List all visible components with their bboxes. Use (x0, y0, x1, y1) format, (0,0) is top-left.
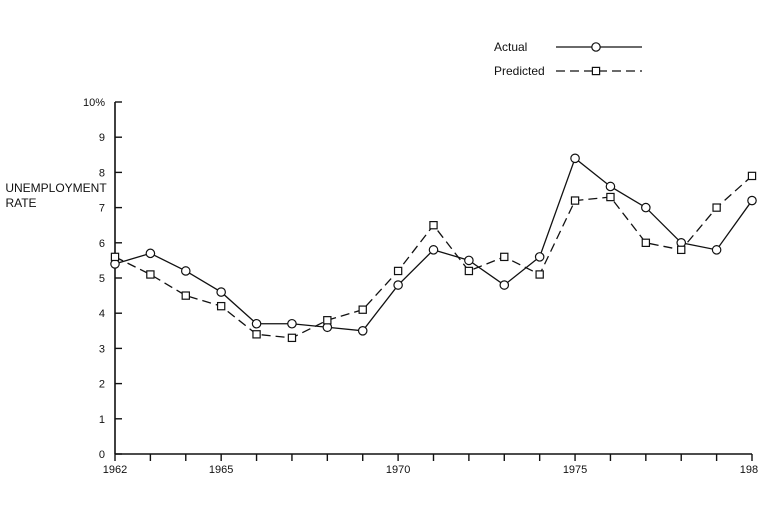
actual-point (464, 255, 474, 266)
predicted-point (606, 192, 615, 202)
legend-marker-predicted (591, 66, 601, 76)
actual-point (216, 287, 226, 297)
actual-point (499, 280, 510, 290)
predicted-point (677, 245, 686, 255)
axes: 0 1 2 3 4 5 6 7 8 9 10% 1962 1965 1970 1975 1980 UNEMP… (5, 97, 758, 476)
predicted-point (393, 266, 403, 276)
predicted-point (110, 252, 120, 262)
y-tick-label: 9 (99, 132, 105, 144)
predicted-line (114, 175, 753, 339)
predicted-point (712, 203, 721, 212)
actual-point (534, 252, 545, 262)
predicted-point (747, 171, 757, 181)
legend-item-predicted: Predicted (494, 64, 642, 78)
x-tick-label: 1975 (563, 464, 587, 476)
predicted-point (464, 266, 474, 276)
predicted-point (570, 196, 580, 205)
legend-label-actual: Actual (494, 40, 527, 54)
predicted-point (323, 316, 332, 325)
actual-series (110, 153, 757, 336)
predicted-point (535, 270, 544, 279)
y-tick-label: 8 (99, 167, 105, 179)
actual-point (605, 181, 616, 192)
legend-label-predicted: Predicted (494, 64, 545, 78)
y-tick-label: 6 (99, 238, 105, 250)
actual-point (145, 248, 156, 259)
legend-item-actual: Actual (494, 40, 642, 54)
legend: Actual Predicted (494, 40, 642, 78)
actual-point (570, 153, 580, 164)
actual-point (393, 280, 403, 290)
predicted-point (287, 333, 297, 343)
actual-point (428, 245, 439, 255)
predicted-point (216, 301, 226, 311)
predicted-point (181, 291, 190, 300)
actual-point (357, 325, 368, 336)
y-tick-label: 1 (99, 414, 105, 426)
y-tick-label: 3 (99, 343, 105, 355)
y-tick-label: 0 (99, 449, 105, 461)
x-tick-label: 1980 (740, 464, 758, 476)
y-tick-label: 4 (99, 308, 105, 320)
y-axis-ticks: 0 1 2 3 4 5 6 7 8 9 10% (83, 97, 122, 461)
legend-marker-actual (591, 42, 601, 52)
predicted-point (641, 238, 651, 247)
series-lines (110, 153, 757, 343)
predicted-point (358, 305, 367, 314)
y-tick-label: 5 (99, 273, 105, 285)
actual-point (287, 318, 297, 329)
x-tick-label: 1962 (103, 464, 127, 476)
y-axis-title-line-1: UNEMPLOYMENT (5, 181, 107, 195)
predicted-point (146, 270, 155, 279)
y-tick-label: 10% (83, 97, 105, 109)
predicted-point (500, 252, 509, 262)
x-axis-ticks: 1962 1965 1970 1975 1980 (103, 454, 758, 476)
x-tick-label: 1970 (386, 464, 410, 476)
actual-point (180, 266, 191, 276)
y-axis-title-line-2: RATE (5, 196, 36, 210)
actual-point (641, 202, 651, 213)
actual-point (711, 245, 722, 255)
actual-point (251, 318, 262, 329)
predicted-point (429, 221, 438, 230)
predicted-point (252, 330, 261, 339)
predicted-series (110, 171, 757, 343)
x-tick-label: 1965 (209, 464, 233, 476)
actual-point (747, 195, 757, 206)
y-tick-label: 7 (99, 203, 105, 215)
y-tick-label: 2 (99, 379, 105, 391)
